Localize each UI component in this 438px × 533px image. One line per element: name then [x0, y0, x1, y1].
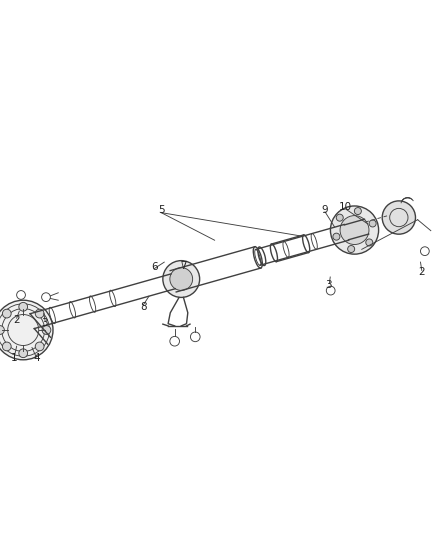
Text: 4: 4 [33, 353, 40, 364]
Text: 3: 3 [41, 318, 48, 328]
Circle shape [336, 214, 343, 221]
Circle shape [2, 342, 11, 351]
Text: 2: 2 [418, 267, 425, 277]
Circle shape [170, 268, 193, 290]
Circle shape [366, 239, 373, 246]
Circle shape [354, 207, 361, 215]
Text: 1: 1 [11, 353, 18, 364]
Circle shape [0, 326, 4, 334]
Circle shape [0, 300, 53, 360]
Circle shape [420, 247, 429, 255]
Circle shape [163, 261, 200, 297]
Circle shape [42, 326, 51, 334]
Circle shape [340, 216, 369, 245]
Circle shape [191, 332, 200, 342]
Circle shape [19, 302, 28, 311]
Circle shape [348, 246, 355, 253]
Text: 10: 10 [339, 203, 352, 212]
Circle shape [17, 290, 25, 300]
Circle shape [42, 293, 50, 302]
Text: 5: 5 [158, 205, 165, 215]
Circle shape [333, 233, 340, 240]
Circle shape [35, 342, 44, 351]
Text: 9: 9 [321, 205, 328, 215]
Text: 2: 2 [13, 315, 20, 325]
Circle shape [2, 309, 11, 318]
Text: 8: 8 [140, 302, 147, 312]
Circle shape [170, 336, 180, 346]
Circle shape [35, 309, 44, 318]
Circle shape [19, 349, 28, 358]
Text: 6: 6 [151, 262, 158, 272]
Text: 3: 3 [325, 280, 332, 290]
Circle shape [326, 286, 335, 295]
Circle shape [369, 220, 376, 227]
Circle shape [382, 201, 416, 234]
Circle shape [330, 206, 378, 254]
Text: 7: 7 [180, 261, 187, 271]
